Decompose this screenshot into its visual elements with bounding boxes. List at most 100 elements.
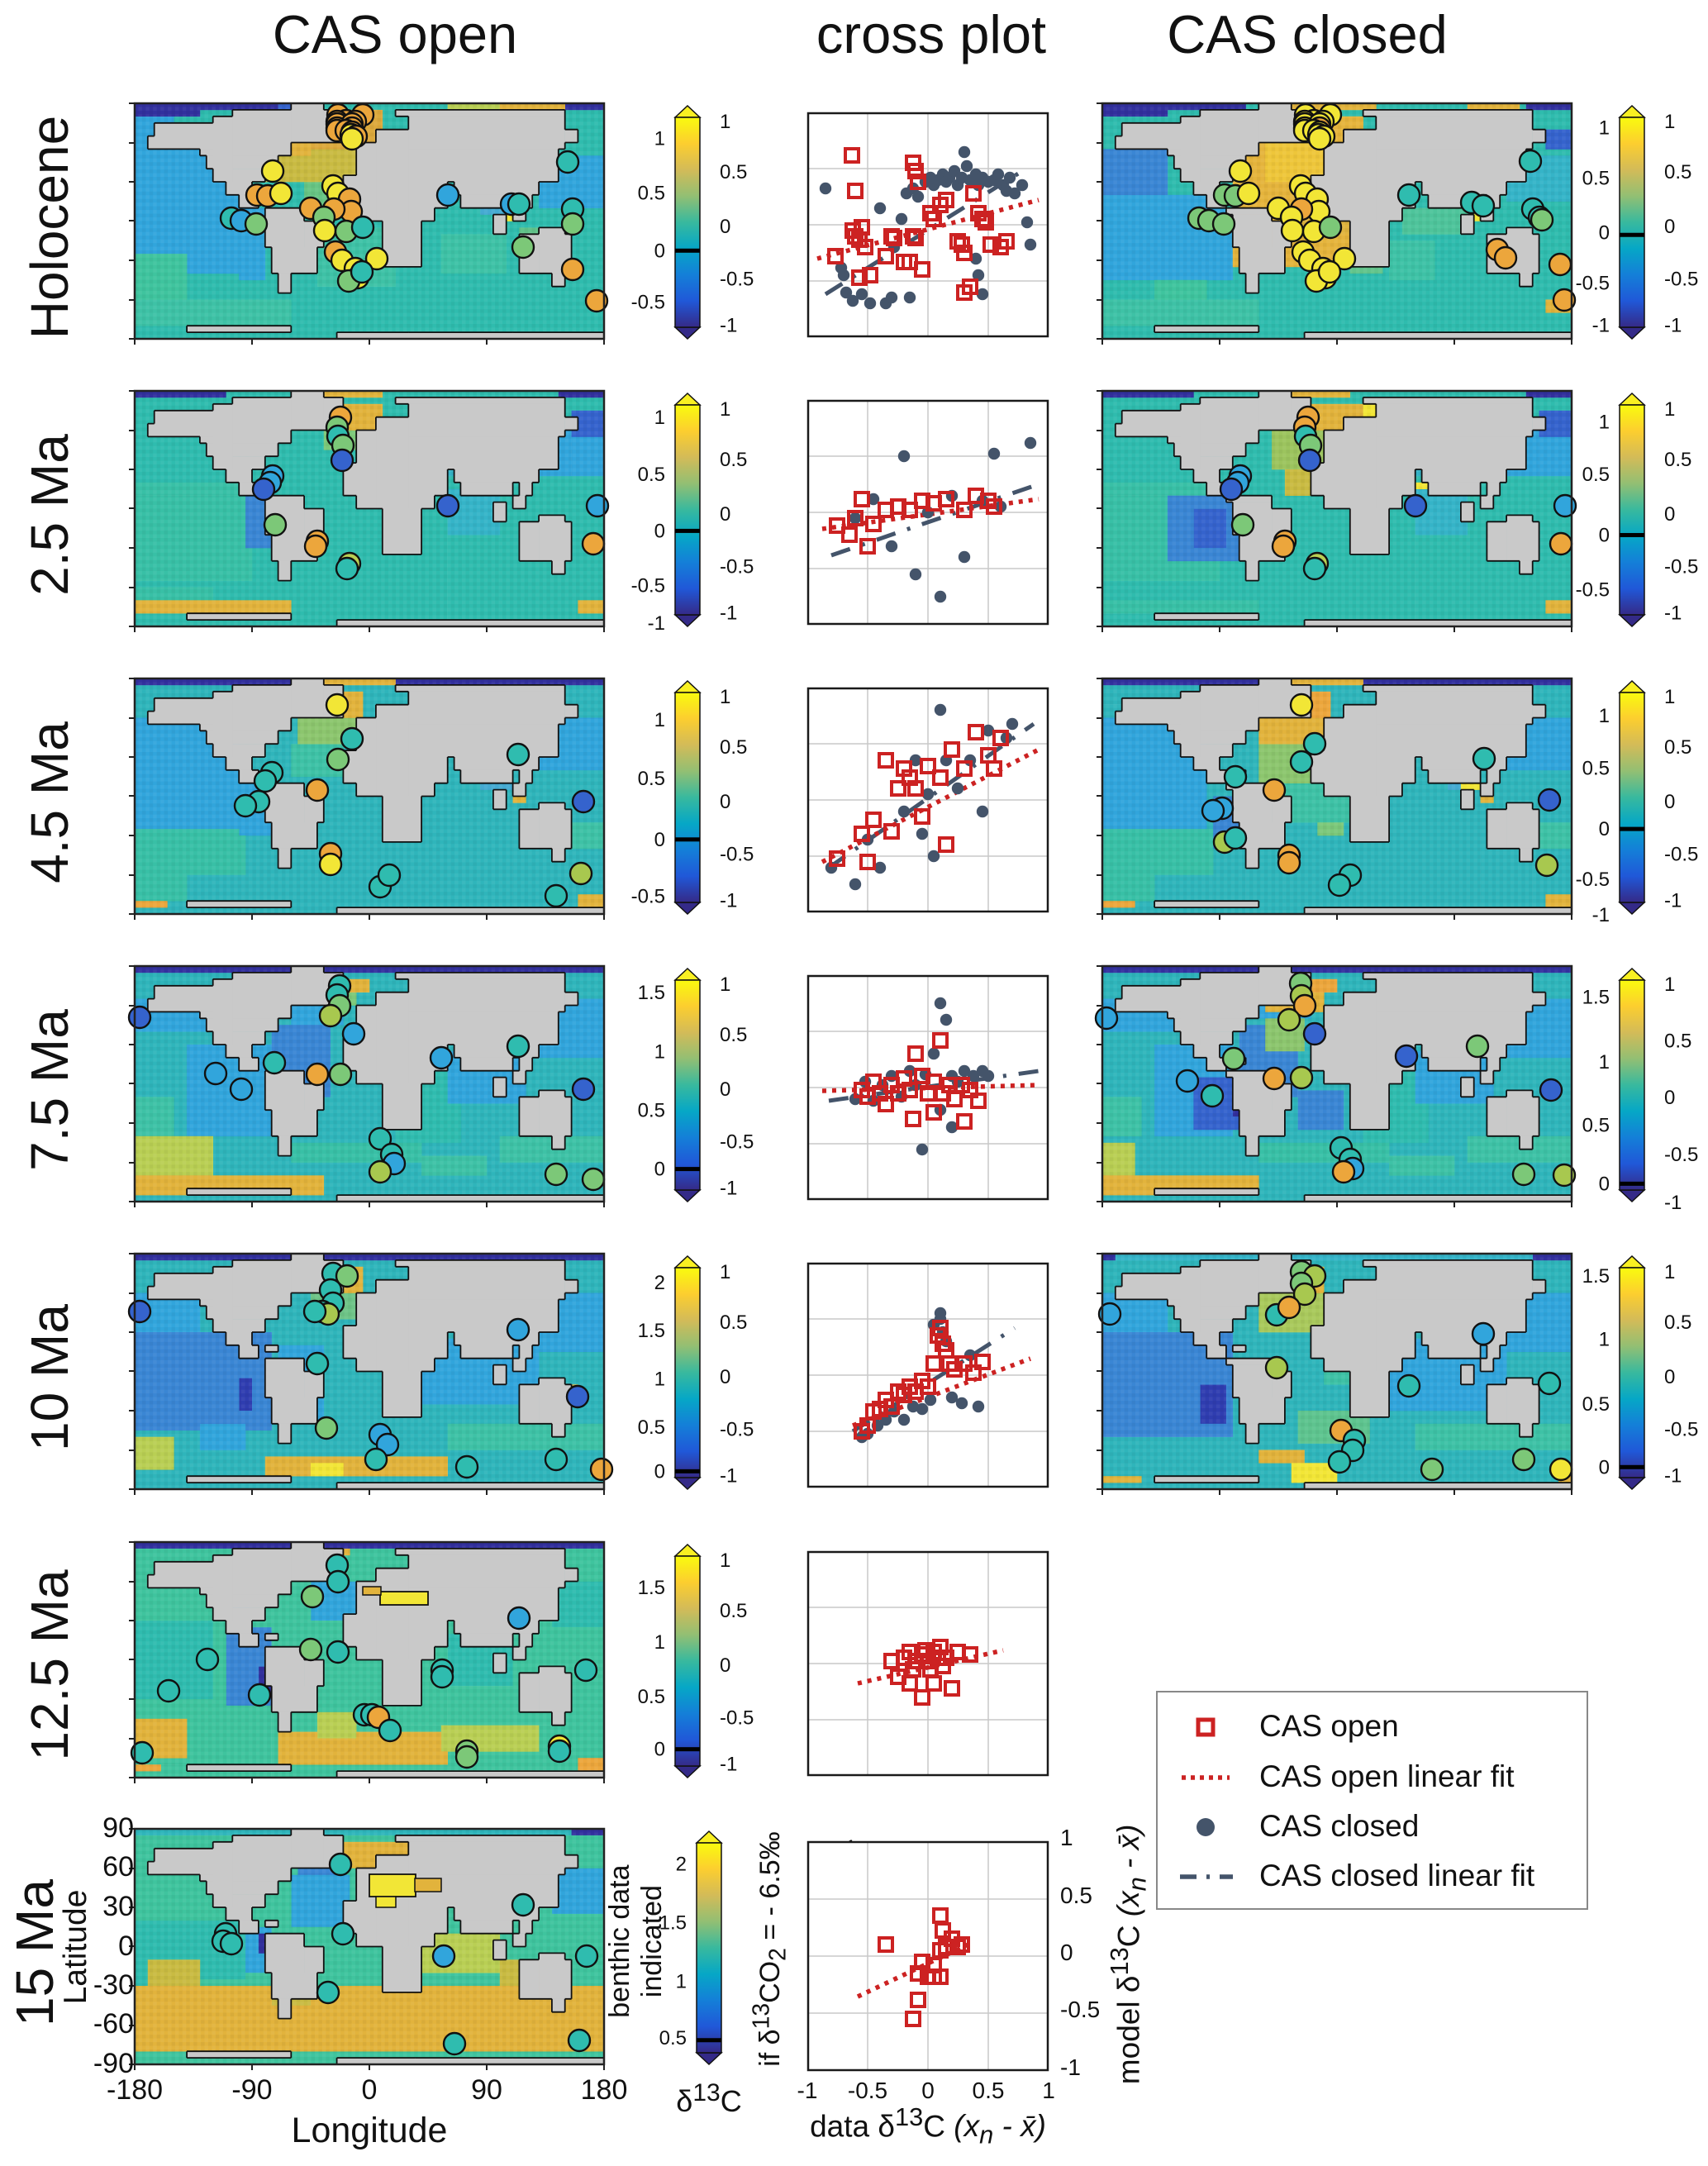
svg-text:1.5: 1.5 <box>638 1577 665 1599</box>
svg-text:1.5: 1.5 <box>1582 1265 1610 1288</box>
svg-text:1.5: 1.5 <box>1582 986 1610 1008</box>
svg-text:1: 1 <box>720 398 730 421</box>
svg-text:0.5: 0.5 <box>1582 1393 1610 1416</box>
svg-text:1: 1 <box>720 1550 730 1572</box>
svg-text:-0.5: -0.5 <box>1664 1144 1698 1166</box>
svg-text:0.5: 0.5 <box>659 2027 687 2049</box>
svg-text:1: 1 <box>1599 411 1610 433</box>
svg-text:0: 0 <box>1599 818 1610 840</box>
svg-text:-0.5: -0.5 <box>720 844 754 866</box>
svg-text:1: 1 <box>1599 705 1610 727</box>
svg-text:1: 1 <box>1664 111 1675 133</box>
svg-text:0.5: 0.5 <box>1664 161 1691 183</box>
svg-text:-0.5: -0.5 <box>1664 1419 1698 1441</box>
svg-text:-0.5: -0.5 <box>1664 556 1698 578</box>
svg-text:-1: -1 <box>720 602 737 624</box>
svg-text:-1: -1 <box>1664 314 1682 336</box>
svg-text:0: 0 <box>654 240 665 262</box>
svg-text:-0.5: -0.5 <box>631 885 665 907</box>
svg-text:0: 0 <box>1599 222 1610 245</box>
svg-text:0.5: 0.5 <box>638 1416 665 1439</box>
svg-text:0: 0 <box>720 503 730 526</box>
svg-text:1.5: 1.5 <box>659 1912 687 1935</box>
svg-text:0: 0 <box>654 1739 665 1761</box>
svg-text:0.5: 0.5 <box>1664 449 1691 471</box>
svg-text:0: 0 <box>720 1654 730 1677</box>
svg-text:1: 1 <box>676 1971 687 1993</box>
svg-text:0.5: 0.5 <box>1582 464 1610 486</box>
svg-text:0.5: 0.5 <box>720 736 747 759</box>
svg-text:0: 0 <box>720 791 730 813</box>
svg-text:0: 0 <box>1599 1456 1610 1478</box>
svg-text:0.5: 0.5 <box>638 768 665 790</box>
svg-text:-0.5: -0.5 <box>1664 269 1698 291</box>
svg-text:-1: -1 <box>648 612 665 635</box>
svg-text:0.5: 0.5 <box>1664 1312 1691 1334</box>
svg-text:1: 1 <box>654 407 665 429</box>
svg-text:0.5: 0.5 <box>720 1312 747 1334</box>
svg-text:-1: -1 <box>1592 904 1610 926</box>
svg-text:0: 0 <box>654 520 665 542</box>
svg-text:0.5: 0.5 <box>638 182 665 204</box>
svg-text:0: 0 <box>720 1078 730 1101</box>
svg-text:1: 1 <box>720 686 730 708</box>
svg-text:2: 2 <box>654 1272 665 1294</box>
svg-text:1: 1 <box>720 111 730 133</box>
svg-text:1: 1 <box>1664 398 1675 421</box>
svg-text:0.5: 0.5 <box>1664 1031 1691 1053</box>
svg-text:0: 0 <box>1599 524 1610 546</box>
svg-text:1: 1 <box>654 1631 665 1654</box>
svg-text:1: 1 <box>720 1261 730 1283</box>
svg-text:-0.5: -0.5 <box>631 292 665 314</box>
svg-text:0: 0 <box>1664 791 1675 813</box>
svg-text:1: 1 <box>1599 117 1610 140</box>
svg-text:1: 1 <box>720 974 730 996</box>
svg-text:0: 0 <box>1664 503 1675 526</box>
svg-text:0: 0 <box>654 829 665 851</box>
svg-text:-0.5: -0.5 <box>720 269 754 291</box>
svg-text:0.5: 0.5 <box>638 464 665 486</box>
svg-text:-1: -1 <box>1664 1464 1682 1487</box>
svg-text:1: 1 <box>1599 1328 1610 1350</box>
svg-text:0: 0 <box>654 1460 665 1483</box>
svg-text:1: 1 <box>1599 1051 1610 1073</box>
svg-text:-1: -1 <box>720 1177 737 1199</box>
svg-text:1: 1 <box>654 1369 665 1391</box>
svg-text:-0.5: -0.5 <box>1664 844 1698 866</box>
svg-text:0.5: 0.5 <box>638 1686 665 1708</box>
svg-text:0: 0 <box>1599 1173 1610 1195</box>
svg-text:-1: -1 <box>720 314 737 336</box>
svg-text:0: 0 <box>720 1366 730 1388</box>
svg-text:-1: -1 <box>1664 602 1682 624</box>
svg-text:0.5: 0.5 <box>1582 757 1610 779</box>
svg-text:0: 0 <box>1664 216 1675 238</box>
svg-text:-0.5: -0.5 <box>1576 869 1610 891</box>
svg-text:-0.5: -0.5 <box>631 574 665 597</box>
svg-text:-1: -1 <box>720 1753 737 1775</box>
svg-text:0: 0 <box>654 1159 665 1181</box>
svg-text:0.5: 0.5 <box>720 1600 747 1622</box>
svg-text:-0.5: -0.5 <box>1576 579 1610 602</box>
svg-text:0.5: 0.5 <box>1582 168 1610 190</box>
svg-text:-0.5: -0.5 <box>1576 273 1610 295</box>
svg-text:1: 1 <box>654 1040 665 1063</box>
svg-text:0: 0 <box>720 216 730 238</box>
svg-text:0.5: 0.5 <box>1664 736 1691 759</box>
svg-text:-1: -1 <box>1664 1192 1682 1214</box>
svg-text:0.5: 0.5 <box>1582 1114 1610 1136</box>
svg-text:-0.5: -0.5 <box>720 1707 754 1730</box>
svg-text:-0.5: -0.5 <box>720 1419 754 1441</box>
svg-text:-0.5: -0.5 <box>720 1131 754 1154</box>
svg-text:0.5: 0.5 <box>638 1099 665 1121</box>
svg-text:1: 1 <box>1664 974 1675 996</box>
svg-text:0: 0 <box>1664 1366 1675 1388</box>
svg-text:-1: -1 <box>1664 889 1682 912</box>
svg-text:-1: -1 <box>720 1464 737 1487</box>
svg-text:1.5: 1.5 <box>638 982 665 1004</box>
svg-text:0: 0 <box>1664 1087 1675 1109</box>
svg-text:2: 2 <box>676 1853 687 1875</box>
svg-text:1: 1 <box>1664 686 1675 708</box>
svg-text:1: 1 <box>654 127 665 150</box>
svg-text:-1: -1 <box>1592 314 1610 336</box>
svg-text:1: 1 <box>1664 1261 1675 1283</box>
